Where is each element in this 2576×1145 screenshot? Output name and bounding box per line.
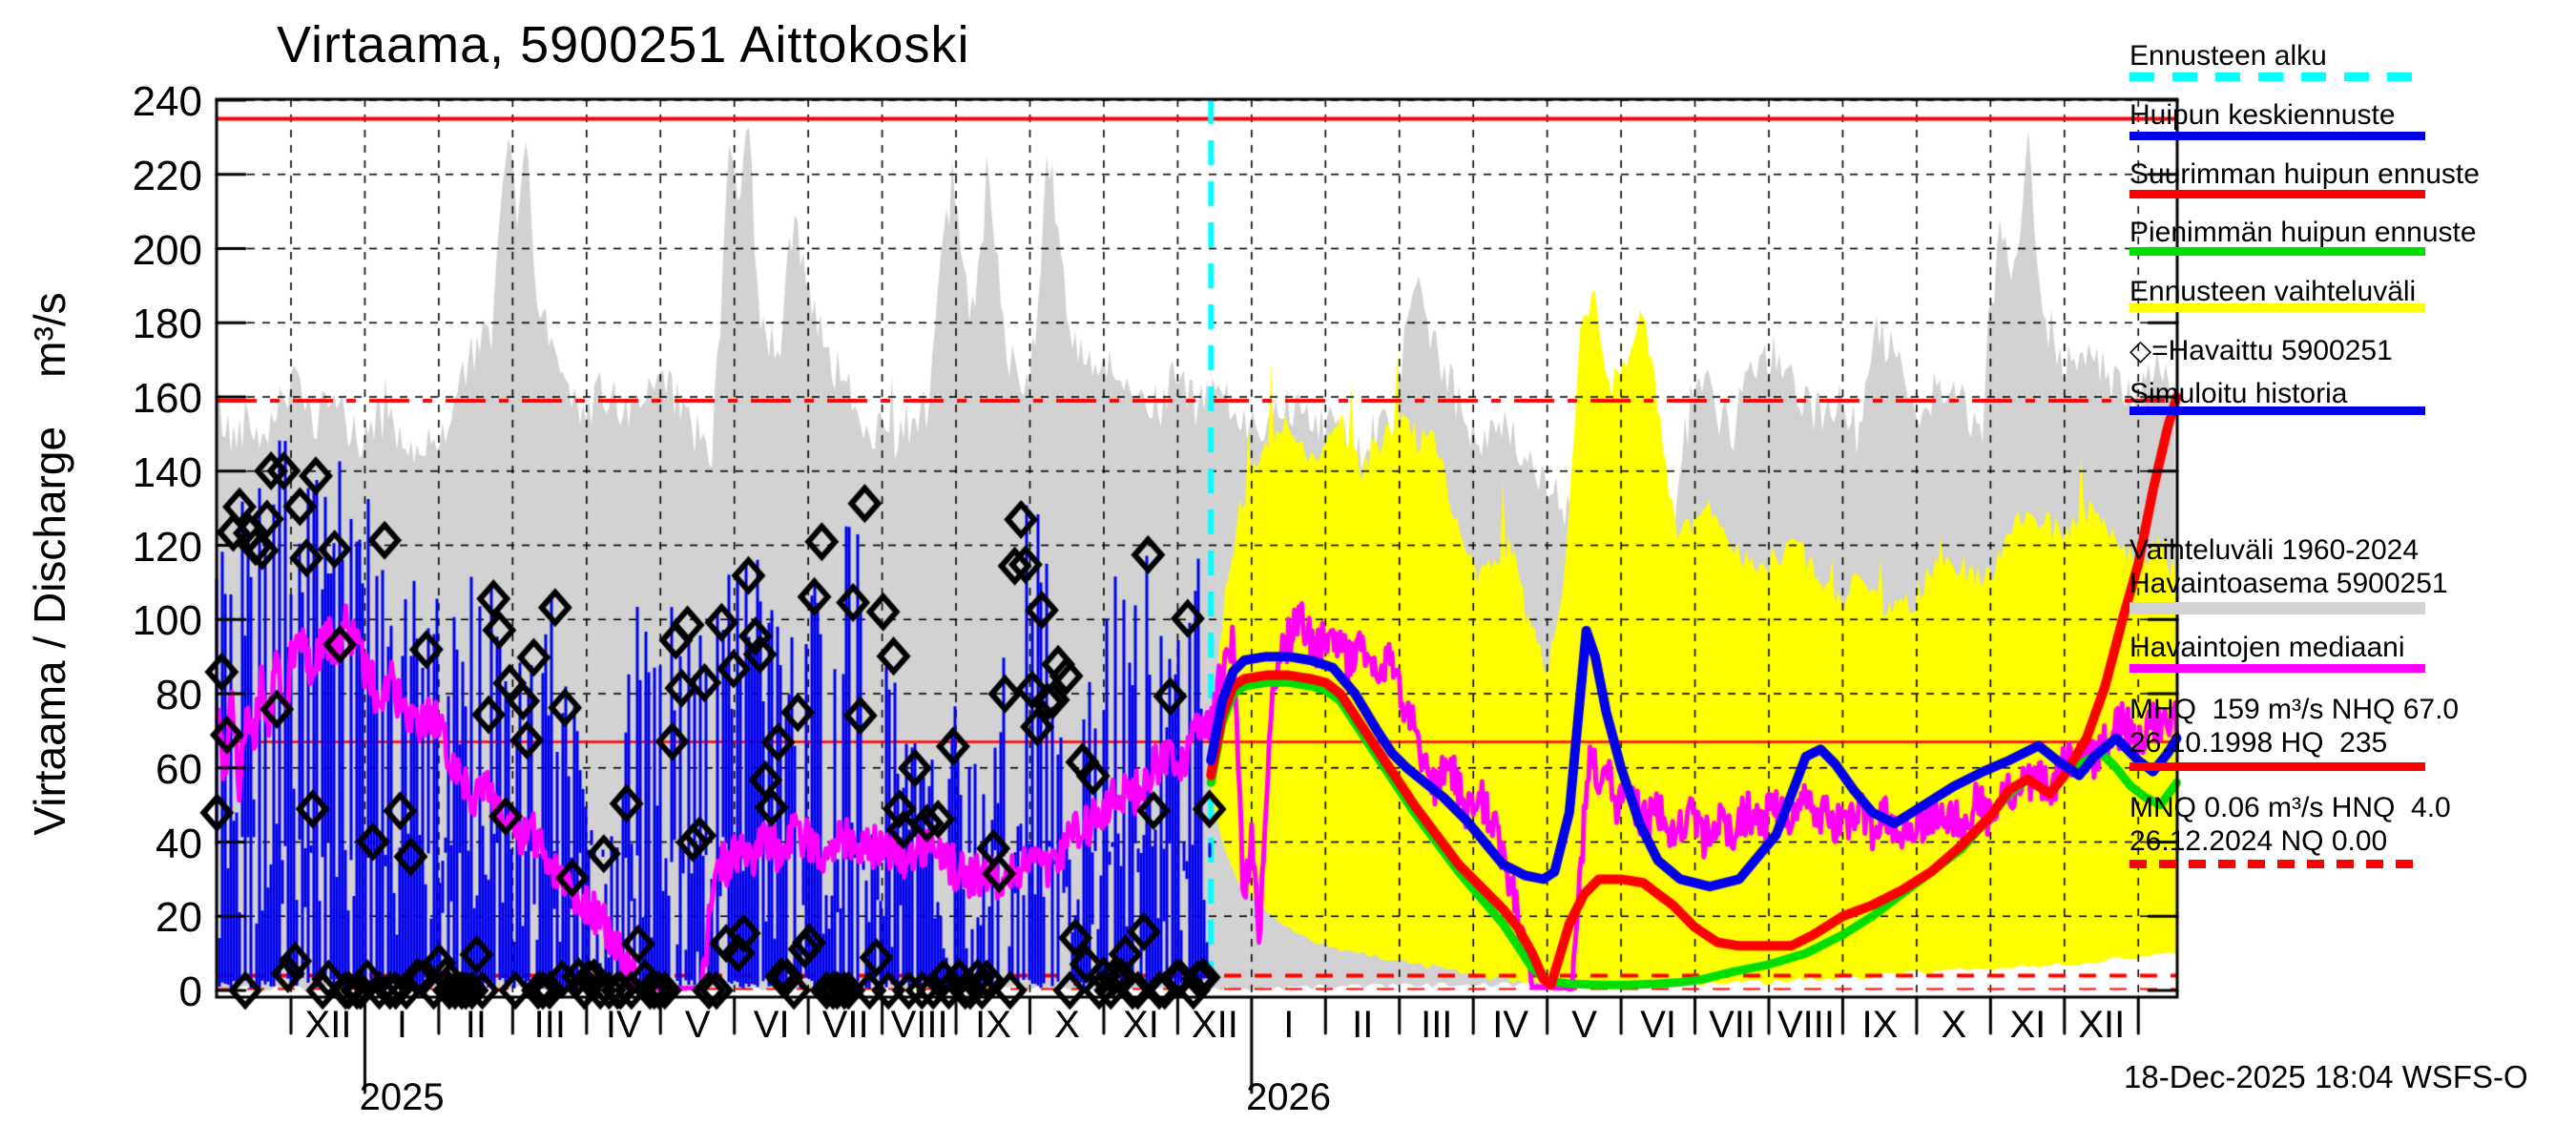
legend: Ennusteen alku Huipun keskiennuste Suurimm…: [2129, 0, 2574, 954]
month-label-2-II: II: [465, 1004, 487, 1046]
month-label-7-VII: VII: [821, 1004, 869, 1046]
month-label-16-IV: IV: [1492, 1004, 1529, 1046]
month-label-5-V: V: [684, 1004, 711, 1046]
legend-label-forecast-start: Ennusteen alku: [2129, 40, 2327, 72]
legend-label-high-flow-stats: MHQ 159 m³/s NHQ 67.0: [2129, 694, 2460, 725]
y-tick-label-220: 220: [132, 152, 202, 199]
month-label-19-VII: VII: [1709, 1004, 1755, 1046]
chart-title: Virtaama, 5900251 Aittokoski: [277, 16, 970, 73]
month-label-13-I: I: [1283, 1004, 1295, 1046]
legend-label-history-range: Vaihteluväli 1960-2024: [2129, 534, 2420, 566]
month-label-9-IX: IX: [975, 1004, 1011, 1046]
legend-label-high-flow-stats-2: 26.10.1998 HQ 235: [2129, 727, 2388, 759]
month-label-21-IX: IX: [1861, 1004, 1899, 1046]
month-label-6-VI: VI: [753, 1004, 790, 1046]
year-label-2025: 2025: [359, 1076, 445, 1118]
legend-sample-observation-median: [2129, 664, 2425, 673]
y-tick-label-80: 80: [156, 672, 202, 718]
month-label-0-XII: XII: [304, 1004, 352, 1046]
month-label-11-XI: XI: [1123, 1004, 1159, 1046]
legend-sample-forecast-range: [2129, 303, 2425, 312]
datestamp: 18-Dec-2025 18:04 WSFS-O: [2124, 1059, 2528, 1094]
month-label-20-VIII: VIII: [1776, 1004, 1836, 1046]
legend-label-largest-peak-forecast: Suurimman huipun ennuste: [2129, 158, 2480, 190]
y-tick-label-60: 60: [156, 745, 202, 793]
legend-label-history-range-2: Havaintoasema 5900251: [2129, 568, 2448, 599]
month-label-1-I: I: [396, 1004, 407, 1046]
legend-label-observed: ◇=Havaittu 5900251: [2129, 335, 2393, 366]
legend-label-forecast-range: Ennusteen vaihteluväli: [2129, 276, 2417, 307]
y-tick-label-180: 180: [132, 301, 202, 348]
y-tick-label-0: 0: [178, 968, 202, 1015]
legend-label-simulated-history: Simuloitu historia: [2129, 378, 2348, 409]
y-tick-label-100: 100: [132, 597, 202, 645]
legend-sample-low-flow-stats: [2129, 860, 2425, 868]
month-label-24-XII: XII: [2078, 1004, 2126, 1046]
legend-label-observation-median: Havaintojen mediaani: [2129, 632, 2405, 663]
legend-sample-simulated-history: [2129, 406, 2425, 415]
y-tick-label-240: 240: [132, 78, 202, 125]
y-tick-label-20: 20: [156, 894, 202, 942]
legend-label-low-flow-stats: MNQ 0.06 m³/s HNQ 4.0: [2129, 792, 2451, 823]
month-label-17-V: V: [1571, 1004, 1597, 1046]
y-tick-label-200: 200: [132, 226, 202, 274]
month-label-4-IV: IV: [605, 1004, 642, 1046]
legend-sample-smallest-peak-forecast: [2129, 247, 2425, 256]
legend-label-smallest-peak-forecast: Pienimmän huipun ennuste: [2129, 217, 2477, 248]
month-label-8-VIII: VIII: [890, 1004, 948, 1046]
month-label-15-III: III: [1421, 1004, 1453, 1046]
legend-sample-high-flow-stats: [2129, 762, 2425, 771]
y-tick-label-40: 40: [156, 820, 202, 867]
legend-sample-history-range: [2129, 602, 2425, 614]
y-tick-label-160: 160: [132, 375, 202, 422]
month-label-23-XI: XI: [2009, 1004, 2046, 1046]
legend-label-low-flow-stats-2: 26.12.2024 NQ 0.00: [2129, 825, 2388, 857]
legend-sample-largest-peak-forecast: [2129, 190, 2425, 198]
y-tick-label-140: 140: [132, 448, 202, 496]
month-label-12-XII: XII: [1191, 1004, 1238, 1046]
month-label-10-X: X: [1054, 1004, 1080, 1046]
y-tick-label-120: 120: [132, 523, 202, 571]
month-label-18-VI: VI: [1640, 1004, 1676, 1046]
month-label-3-III: III: [533, 1004, 567, 1046]
month-label-22-X: X: [1941, 1004, 1967, 1046]
legend-sample-peak-mean-forecast: [2129, 132, 2425, 140]
year-label-2026: 2026: [1246, 1076, 1332, 1118]
legend-label-peak-mean-forecast: Huipun keskiennuste: [2129, 99, 2396, 131]
month-label-14-II: II: [1352, 1004, 1374, 1046]
legend-sample-forecast-start: [2129, 73, 2425, 81]
